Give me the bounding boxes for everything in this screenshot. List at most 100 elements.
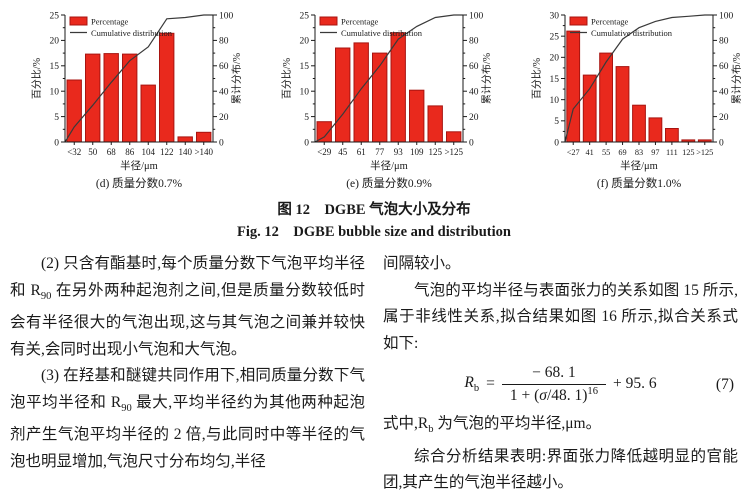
equation-body: Rb = − 68. 1 1 + (σ/48. 1)16 + 95. 6 [383, 364, 738, 405]
right-column-bottom: 式中,Rb 为气泡的平均半径,μm。综合分析结果表明:界面张力降低越明显的官能团… [383, 411, 738, 495]
svg-text:百分比/%: 百分比/% [281, 58, 293, 99]
cumulative-line [564, 14, 713, 143]
svg-text:68: 68 [107, 147, 117, 157]
chart-svg: 0 5 10 15 20 25 30 0 20 40 60 80 100 <27 41 55 69 83 97 111… [531, 11, 743, 190]
svg-text:80: 80 [719, 37, 729, 47]
chart-mass-fraction-1.0: 0 5 10 15 20 25 30 0 20 40 60 80 100 <27 41 55 69 83 97 111… [501, 2, 747, 198]
percentage-bars [316, 32, 462, 143]
svg-text:15: 15 [550, 75, 560, 85]
fraction-numerator: − 68. 1 [532, 364, 576, 381]
right-column: 间隔较小。 气泡的平均半径与表面张力的关系如图 15 所示,属于非线性关系,拟合结… [383, 251, 738, 495]
svg-text:100: 100 [469, 11, 484, 21]
paragraph: (2) 只含有酯基时,每个质量分数下气泡平均半径和 R90 在另外两种起泡剂之间… [10, 255, 365, 358]
svg-text:122: 122 [160, 147, 174, 157]
svg-text:100: 100 [219, 11, 234, 21]
figure-caption-en: Fig. 12 DGBE bubble size and distributio… [237, 224, 511, 240]
svg-text:Cumulative distribution: Cumulative distribution [91, 28, 173, 38]
figure-charts-row: 0 5 10 15 20 25 0 20 40 60 80 100 <32 50 68 86 104 122 140… [0, 0, 748, 198]
svg-text:140: 140 [179, 147, 193, 157]
svg-text:(d) 质量分数0.7%: (d) 质量分数0.7% [96, 176, 183, 190]
svg-text:百分比/%: 百分比/% [31, 58, 43, 99]
svg-text:Cumulative distribution: Cumulative distribution [341, 28, 423, 38]
svg-text:0: 0 [554, 138, 559, 148]
svg-text:<29: <29 [317, 147, 332, 157]
svg-text:30: 30 [550, 11, 560, 21]
svg-text:86: 86 [125, 147, 135, 157]
svg-text:60: 60 [469, 62, 479, 72]
svg-text:累计分布/%: 累计分布/% [230, 53, 243, 104]
svg-text:125: 125 [682, 148, 694, 157]
svg-text:0: 0 [219, 138, 224, 148]
svg-text:55: 55 [602, 148, 610, 157]
svg-text:61: 61 [357, 147, 366, 157]
right-column-top: 间隔较小。 气泡的平均半径与表面张力的关系如图 15 所示,属于非线性关系,拟合结… [383, 251, 738, 357]
svg-text:5: 5 [54, 113, 59, 123]
equation-fraction: − 68. 1 1 + (σ/48. 1)16 [501, 364, 606, 406]
svg-text:25: 25 [50, 11, 60, 21]
svg-text:20: 20 [219, 113, 229, 123]
left-column: (2) 只含有酯基时,每个质量分数下气泡平均半径和 R90 在另外两种起泡剂之间… [10, 251, 365, 495]
svg-text:累计分布/%: 累计分布/% [480, 53, 493, 104]
equation-tail: + 95. 6 [612, 375, 657, 393]
equation-lhs: Rb [464, 373, 480, 394]
svg-text:>140: >140 [194, 147, 213, 157]
svg-text:41: 41 [586, 148, 594, 157]
figure-caption-zh: 图 12 DGBE 气泡大小及分布 [277, 202, 471, 218]
svg-text:80: 80 [219, 37, 229, 47]
svg-text:>125: >125 [696, 148, 713, 157]
svg-text:10: 10 [50, 88, 60, 98]
svg-text:10: 10 [550, 96, 560, 106]
axes [561, 14, 717, 145]
svg-text:Percentage: Percentage [591, 17, 629, 27]
svg-text:半径/μm: 半径/μm [370, 159, 408, 172]
svg-text:5: 5 [304, 113, 309, 123]
equation-7: Rb = − 68. 1 1 + (σ/48. 1)16 + 95. 6 (7) [383, 364, 738, 405]
equals-sign: = [486, 375, 495, 393]
svg-text:40: 40 [469, 88, 479, 98]
svg-text:97: 97 [651, 148, 659, 157]
svg-text:0: 0 [719, 138, 724, 148]
chart-svg: 0 5 10 15 20 25 0 20 40 60 80 100 <29 45 61 77 93 109 125 >… [281, 11, 493, 190]
svg-text:Percentage: Percentage [91, 17, 129, 27]
svg-text:93: 93 [394, 147, 404, 157]
paragraph: (3) 在羟基和醚键共同作用下,相同质量分数下气泡平均半径和 R90 最大,平均… [10, 367, 365, 470]
svg-text:<27: <27 [567, 148, 580, 157]
svg-text:10: 10 [300, 88, 310, 98]
axes [61, 14, 217, 145]
axes [311, 14, 467, 145]
svg-text:111: 111 [666, 148, 678, 157]
svg-text:0: 0 [304, 138, 309, 148]
svg-text:(f) 质量分数1.0%: (f) 质量分数1.0% [597, 176, 682, 190]
svg-text:15: 15 [50, 62, 60, 72]
svg-text:45: 45 [338, 147, 348, 157]
svg-text:15: 15 [300, 62, 310, 72]
percentage-bars [566, 30, 712, 143]
paragraph: 式中,Rb 为气泡的平均半径,μm。 [383, 415, 602, 436]
svg-text:80: 80 [469, 37, 479, 47]
chart-mass-fraction-0.9: 0 5 10 15 20 25 0 20 40 60 80 100 <29 45 61 77 93 109 125 >… [251, 2, 497, 198]
svg-text:100: 100 [719, 11, 734, 21]
svg-text:109: 109 [410, 147, 424, 157]
svg-text:104: 104 [142, 147, 156, 157]
svg-text:20: 20 [550, 54, 560, 64]
svg-text:20: 20 [469, 113, 479, 123]
paragraph: 间隔较小。 [383, 255, 461, 272]
svg-text:77: 77 [375, 147, 385, 157]
svg-text:83: 83 [635, 148, 643, 157]
body-text: (2) 只含有酯基时,每个质量分数下气泡平均半径和 R90 在另外两种起泡剂之间… [0, 251, 748, 495]
percentage-bars [66, 32, 212, 143]
svg-text:半径/μm: 半径/μm [620, 159, 658, 172]
fraction-denominator: 1 + (σ/48. 1)16 [501, 383, 606, 406]
paragraph: 综合分析结果表明:界面张力降低越明显的官能团,其产生的气泡半径越小。 [383, 447, 738, 492]
svg-text:60: 60 [219, 62, 229, 72]
equation-number: (7) [715, 375, 734, 393]
svg-text:Cumulative distribution: Cumulative distribution [591, 28, 673, 38]
svg-text:69: 69 [618, 148, 626, 157]
svg-text:25: 25 [550, 32, 560, 42]
svg-text:(e) 质量分数0.9%: (e) 质量分数0.9% [346, 176, 432, 190]
svg-text:20: 20 [50, 37, 60, 47]
